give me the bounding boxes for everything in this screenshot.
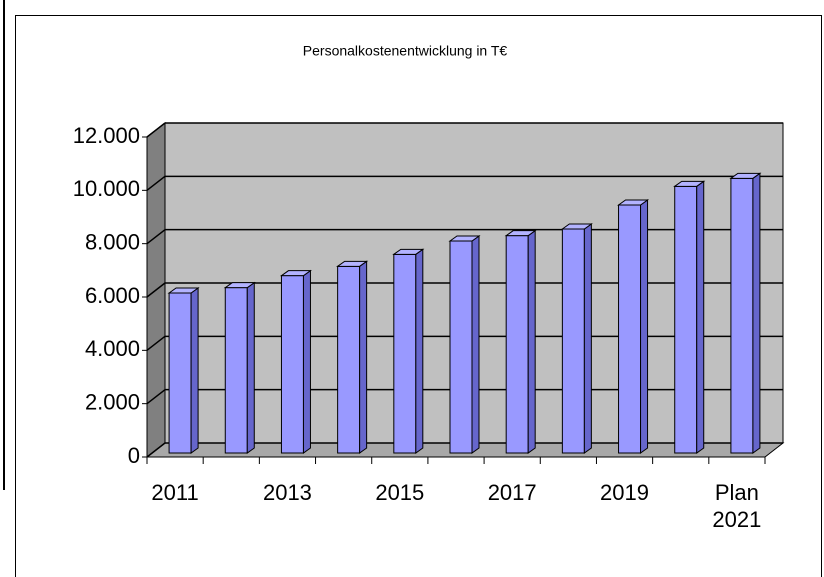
bar-side [752,172,761,454]
bar-front [674,185,698,454]
x-tick-label: 2019 [600,480,649,505]
bar-front [730,177,754,454]
bar-top [279,270,313,277]
bar-top [223,282,256,289]
bar [504,229,537,454]
bar-front [505,235,529,454]
bar-front [337,265,361,454]
bar-front [561,228,585,454]
bar-top [336,260,369,267]
bar-front [224,287,248,454]
chart-title: Personalkostenentwicklung in T€ [303,43,508,59]
y-tick-label: 12.000 [73,123,140,148]
bar-side [583,223,592,454]
bar-top [729,172,762,179]
y-tick-label: 10.000 [73,176,140,201]
bar-side [246,281,255,454]
bar-side [302,269,311,454]
bar [673,180,706,454]
bar [392,248,425,454]
bar-top [504,230,537,237]
y-tick-label: 6.000 [85,283,140,308]
bar-front [393,253,417,454]
bar-front [168,292,192,454]
grid-line [146,282,166,298]
bar [336,260,369,454]
bar [616,199,650,454]
grid-line [146,229,166,245]
x-tick-label: 2017 [487,480,537,505]
bar-side [640,199,649,454]
bar-front [449,240,473,454]
bar [279,269,313,454]
bar [448,235,481,454]
x-tick-label: 2015 [375,480,425,505]
y-tick-label: 8.000 [85,229,140,254]
grid-line [146,389,166,405]
bar-side [527,229,536,454]
y-tick-label: 4.000 [85,336,140,361]
grid-line [146,335,166,351]
bar-side [190,287,199,454]
bar-side [696,180,705,454]
x-tick-label: Plan 2021 [712,480,762,532]
bar-top [167,287,200,294]
grid-line [146,442,166,458]
bar-top [673,180,706,187]
bar-front [618,204,642,454]
bar-top [560,223,593,230]
y-tick-label: 0 [128,443,140,468]
grid-line [146,122,166,138]
bar-top [392,248,425,255]
bar [223,281,256,454]
bar-side [359,260,368,454]
bar [729,172,762,454]
chart-frame [15,15,822,577]
bar [560,223,593,454]
y-tick-label: 2.000 [85,389,140,414]
bar [167,287,200,454]
bar-top [616,199,650,206]
x-tick-label: 2011 [151,480,199,505]
x-tick-label: 2013 [262,480,312,505]
bar-side [471,235,480,454]
bar-top [448,235,481,242]
bar-front [280,275,304,454]
bar-side [415,248,424,454]
grid-line [146,175,166,191]
